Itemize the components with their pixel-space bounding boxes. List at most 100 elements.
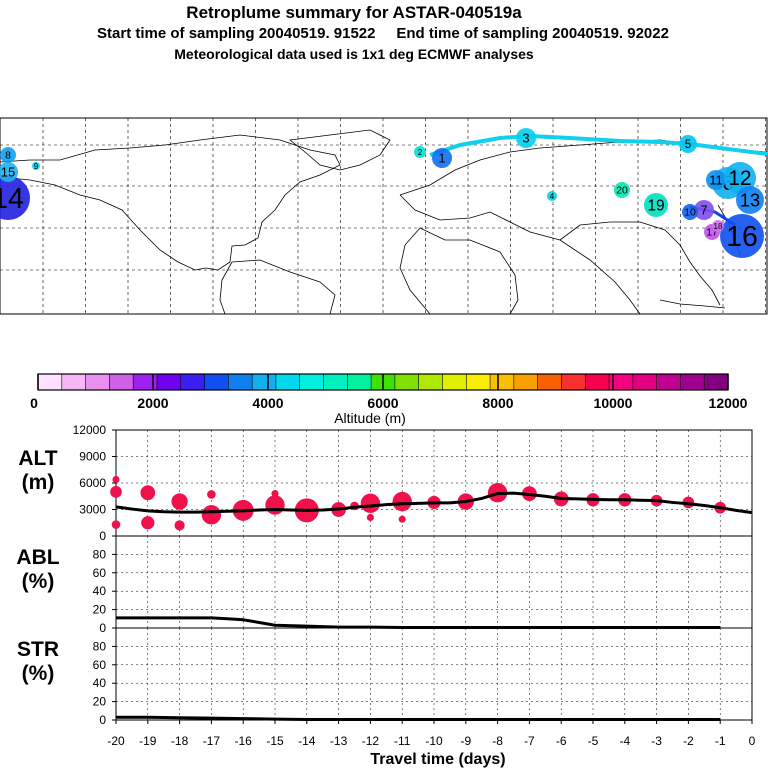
colorbar-segment bbox=[680, 374, 705, 390]
colorbar-segment bbox=[323, 374, 348, 390]
colorbar-segment bbox=[85, 374, 110, 390]
trajectory-cluster: 7 bbox=[694, 200, 714, 220]
x-tick-label: -14 bbox=[298, 734, 316, 748]
y-tick-label: 60 bbox=[93, 566, 107, 580]
trajectory-cluster: 2 bbox=[414, 146, 426, 158]
x-tick-label: -19 bbox=[139, 734, 157, 748]
trajectory-cluster: 11 bbox=[706, 170, 726, 190]
y-tick-label: 20 bbox=[93, 695, 107, 709]
x-axis-label: Travel time (days) bbox=[370, 751, 505, 768]
cluster-label: 15 bbox=[1, 165, 15, 180]
panel-y-label: ALT bbox=[18, 447, 57, 470]
x-tick-label: -4 bbox=[619, 734, 630, 748]
colorbar-segment bbox=[537, 374, 562, 390]
colorbar-segment bbox=[585, 374, 610, 390]
x-tick-label: -16 bbox=[235, 734, 253, 748]
trajectory-cluster: 3 bbox=[516, 128, 536, 148]
trajectory-cluster: 19 bbox=[644, 193, 668, 217]
plume-point bbox=[140, 485, 156, 501]
colorbar-segment bbox=[38, 374, 63, 390]
colorbar-segment bbox=[418, 374, 443, 390]
trajectory-cluster: 13 bbox=[736, 186, 764, 214]
world-map: 1415161718192013567891112131024 bbox=[0, 117, 768, 315]
x-tick-label: -9 bbox=[460, 734, 471, 748]
panel-y-label: (%) bbox=[22, 662, 55, 685]
plume-point bbox=[207, 490, 216, 499]
trajectory-cluster: 8 bbox=[0, 147, 16, 163]
panel-y-label: (m) bbox=[22, 471, 55, 494]
colorbar-segment bbox=[109, 374, 134, 390]
y-tick-label: 0 bbox=[99, 713, 106, 727]
colorbar-segment bbox=[466, 374, 491, 390]
cluster-label: 13 bbox=[740, 190, 760, 210]
x-tick-label: -10 bbox=[425, 734, 443, 748]
colorbar-segment bbox=[347, 374, 372, 390]
cluster-label: 12 bbox=[728, 167, 751, 190]
x-tick-label: -11 bbox=[394, 734, 411, 748]
trajectory-cluster: 10 bbox=[682, 204, 698, 220]
plume-point bbox=[265, 495, 285, 515]
panel-y-label: STR bbox=[17, 638, 59, 661]
y-tick-label: 0 bbox=[99, 529, 106, 543]
colorbar-label: Altitude (m) bbox=[334, 410, 406, 426]
x-tick-label: -6 bbox=[556, 734, 567, 748]
cluster-label: 1 bbox=[438, 151, 445, 166]
map-gridlines bbox=[0, 118, 767, 314]
x-tick-label: -17 bbox=[203, 734, 221, 748]
colorbar-segment bbox=[513, 374, 539, 390]
x-tick-label: -5 bbox=[588, 734, 599, 748]
colorbar-segment bbox=[61, 374, 87, 390]
x-tick-label: -2 bbox=[683, 734, 694, 748]
cluster-label: 8 bbox=[5, 151, 11, 162]
chart-title: Retroplume summary for ASTAR-040519a bbox=[186, 3, 522, 22]
coastline-indonesia bbox=[659, 299, 726, 309]
cluster-label: 2 bbox=[418, 148, 423, 157]
trajectory-cluster: 12 bbox=[724, 162, 756, 194]
y-tick-label: 6000 bbox=[79, 476, 106, 490]
colorbar-segment bbox=[228, 374, 253, 390]
x-tick-label: -15 bbox=[266, 734, 284, 748]
colorbar-segment bbox=[252, 374, 277, 390]
cluster-label: 7 bbox=[700, 203, 707, 218]
y-tick-label: 3000 bbox=[79, 503, 106, 517]
x-tick-label: -1 bbox=[715, 734, 726, 748]
x-tick-label: -18 bbox=[171, 734, 189, 748]
colorbar-tick-label: 0 bbox=[30, 395, 38, 411]
mean-altitude-line bbox=[115, 491, 753, 515]
cluster-label: 14 bbox=[0, 183, 24, 215]
colorbar-segment bbox=[561, 374, 586, 390]
coastline-north-america bbox=[0, 134, 341, 271]
cluster-label: 5 bbox=[685, 138, 692, 151]
plume-point bbox=[110, 485, 122, 498]
colorbar-segment bbox=[609, 374, 634, 390]
panel-y-label: (%) bbox=[22, 570, 55, 593]
time-series-panels: 030006000900012000ALT(m)020406080ABL(%)0… bbox=[16, 423, 755, 768]
x-tick-label: -13 bbox=[330, 734, 348, 748]
met-data-line: Meteorological data used is 1x1 deg ECMW… bbox=[174, 46, 534, 62]
colorbar-segment bbox=[299, 374, 325, 390]
y-tick-label: 12000 bbox=[73, 423, 107, 437]
colorbar-tick-label: 12000 bbox=[709, 395, 748, 411]
plume-point bbox=[171, 493, 188, 510]
plume-point bbox=[141, 516, 155, 530]
altitude-colorbar: 0 2000 4000 6000 8000 10000 12000 Altitude (m) bbox=[30, 373, 748, 426]
trajectory-cluster: 15 bbox=[0, 162, 18, 182]
colorbar-tick-label: 8000 bbox=[482, 395, 513, 411]
plume-point bbox=[271, 490, 279, 498]
y-tick-label: 20 bbox=[93, 603, 107, 617]
cluster-label: 18 bbox=[714, 222, 723, 231]
map-coastlines bbox=[0, 129, 768, 315]
sampling-time-line: Start time of sampling 20040519. 91522 E… bbox=[97, 25, 669, 42]
colorbar-segment bbox=[656, 374, 681, 390]
cluster-label: 4 bbox=[550, 192, 555, 201]
cluster-label: 17 bbox=[706, 228, 718, 239]
x-tick-label: -3 bbox=[651, 734, 662, 748]
colorbar-tick-label: 2000 bbox=[137, 395, 168, 411]
colorbar-tick-label: 4000 bbox=[252, 395, 283, 411]
plume-point bbox=[392, 491, 412, 512]
trajectory-cluster: 4 bbox=[547, 191, 557, 201]
colorbar-segment bbox=[490, 374, 515, 390]
plume-point bbox=[360, 493, 381, 514]
colorbar-segment bbox=[180, 374, 206, 390]
